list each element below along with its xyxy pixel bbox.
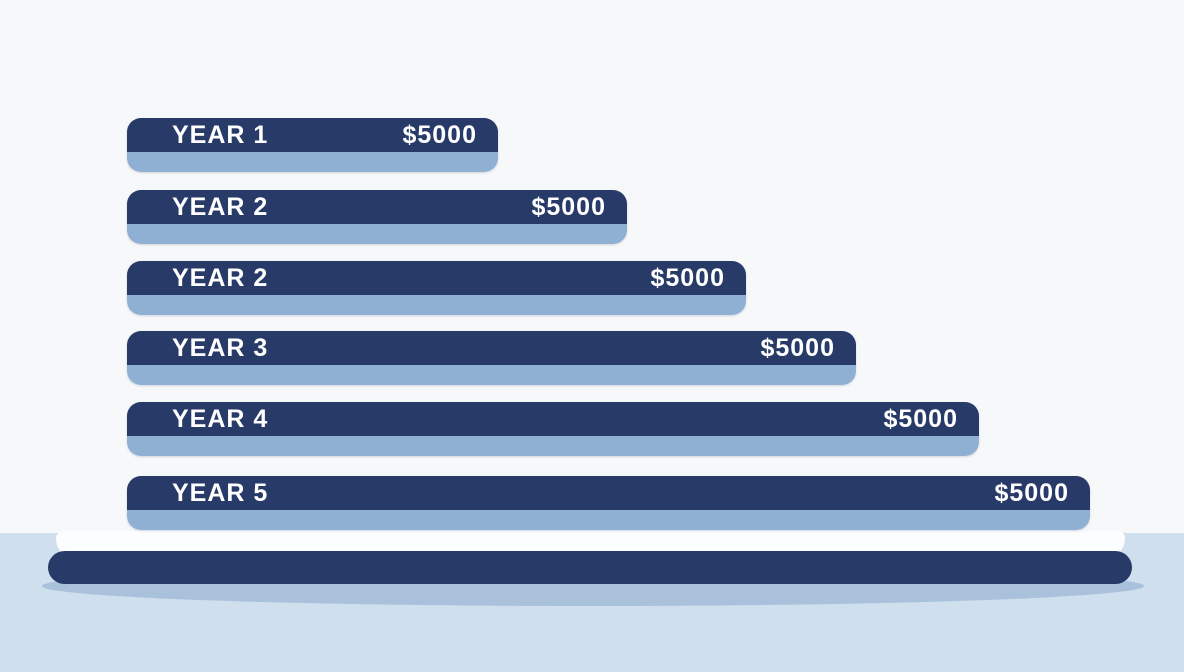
bar-navy-band: YEAR 2 $5000	[127, 261, 746, 295]
bar-value: $5000	[883, 404, 958, 433]
bar-row: YEAR 4 $5000	[127, 402, 979, 456]
bar-base-band	[127, 436, 979, 456]
bar-value: $5000	[531, 192, 606, 221]
bar-row: YEAR 1 $5000	[127, 118, 498, 172]
bar-base-band	[127, 152, 498, 172]
bar-label: YEAR 3	[172, 333, 269, 362]
bar-navy-band: YEAR 4 $5000	[127, 402, 979, 436]
bar-navy-band: YEAR 3 $5000	[127, 331, 856, 365]
bar-label: YEAR 2	[172, 192, 269, 221]
bar-row: YEAR 5 $5000	[127, 476, 1090, 530]
bar-value: $5000	[402, 120, 477, 149]
bar-navy-band: YEAR 5 $5000	[127, 476, 1090, 510]
bar-label: YEAR 4	[172, 404, 269, 433]
bar-label: YEAR 2	[172, 263, 269, 292]
bar-base-band	[127, 295, 746, 315]
bar-row: YEAR 2 $5000	[127, 261, 746, 315]
bar-base-band	[127, 510, 1090, 530]
bar-base-band	[127, 365, 856, 385]
bar-navy-band: YEAR 2 $5000	[127, 190, 627, 224]
bar-base-band	[127, 224, 627, 244]
bar-label: YEAR 1	[172, 120, 269, 149]
bar-value: $5000	[994, 478, 1069, 507]
bar-row: YEAR 3 $5000	[127, 331, 856, 385]
bar-value: $5000	[760, 333, 835, 362]
bar-value: $5000	[650, 263, 725, 292]
bar-navy-band: YEAR 1 $5000	[127, 118, 498, 152]
platform-base	[48, 551, 1132, 584]
bar-row: YEAR 2 $5000	[127, 190, 627, 244]
bar-label: YEAR 5	[172, 478, 269, 507]
